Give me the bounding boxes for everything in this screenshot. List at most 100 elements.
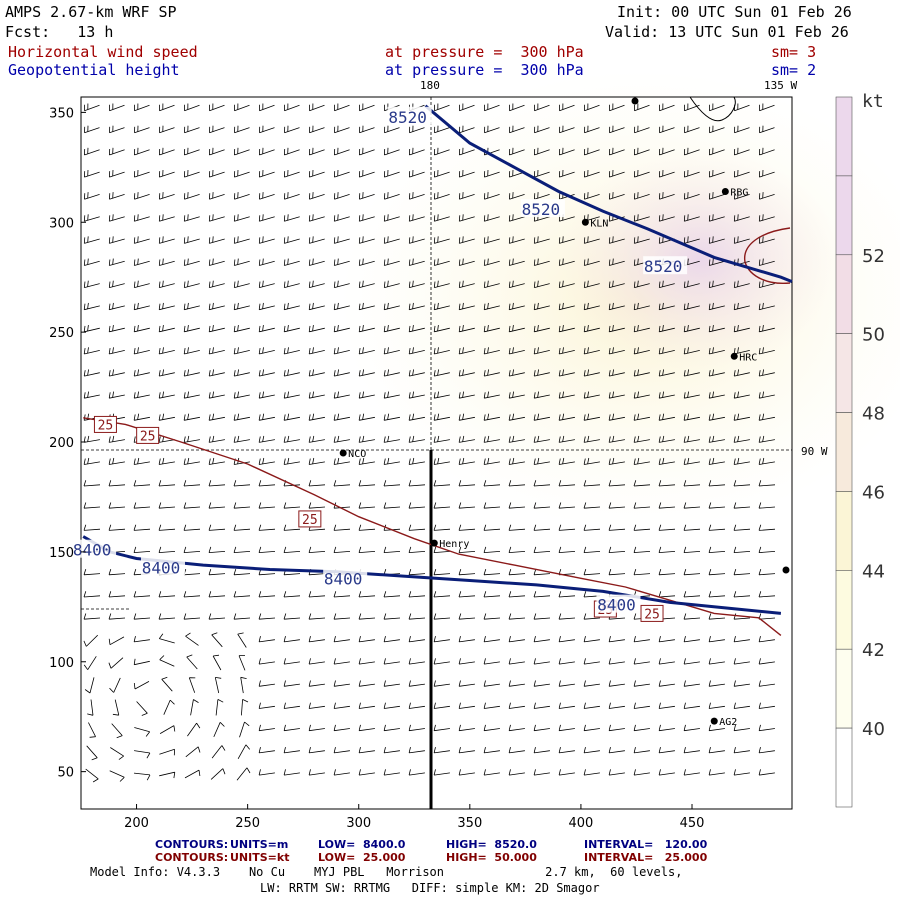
wind-barb [258, 391, 275, 399]
y-tick-label: 250 [49, 326, 74, 341]
wind-barb [283, 391, 300, 399]
wind-barb [484, 192, 500, 200]
wind-barb [583, 724, 600, 732]
wind-barb [309, 103, 325, 112]
wind-barb [533, 480, 551, 487]
wind-barb [258, 591, 276, 598]
wind-barb [683, 769, 700, 776]
wind-barb [358, 391, 375, 399]
wind-barb [708, 680, 725, 687]
wind-barb [233, 236, 250, 244]
wind-barb [633, 413, 650, 421]
wind-barb [508, 702, 525, 709]
wind-barb [533, 724, 550, 732]
wind-barb [683, 302, 700, 311]
wind-barb [558, 369, 575, 377]
wind-barb [708, 658, 725, 665]
wind-barb [308, 702, 325, 709]
wind-barb [483, 591, 501, 598]
wind-barb [110, 747, 124, 760]
x-tick-label: 250 [235, 816, 260, 831]
station-label-nco: NCO [348, 449, 366, 460]
wind-barb [433, 568, 451, 576]
wind-barb [483, 457, 500, 465]
wind-barb [558, 680, 575, 687]
wind-barb [708, 280, 725, 288]
wind-barb [308, 280, 325, 288]
wind-barb [658, 302, 675, 311]
wind-barb [233, 280, 250, 288]
wind-barb [483, 480, 501, 487]
height-contour-label-bg [520, 199, 565, 218]
wind-barb [284, 192, 300, 200]
wind-barb [634, 103, 650, 112]
wind-barb [458, 702, 475, 709]
speed-contour-25 [83, 417, 782, 636]
wind-barb [133, 347, 150, 355]
wind-barb [134, 169, 150, 178]
wind-barb [508, 369, 525, 377]
wind-barb [308, 413, 325, 421]
field2-smoothing: sm= 2 [771, 61, 817, 79]
wind-barb [508, 214, 525, 222]
wind-barb [708, 302, 725, 311]
wind-barb [238, 655, 246, 671]
wind-barb [333, 613, 351, 620]
wind-barb [308, 724, 325, 732]
wind-barb [134, 750, 151, 759]
wind-barb [133, 613, 151, 620]
speed-contour-label: 25 [98, 418, 114, 433]
wind-barb [183, 435, 200, 443]
wind-barb [433, 524, 451, 531]
wind-barb [508, 347, 525, 355]
wind-barb [609, 125, 625, 134]
wind-barb [234, 147, 250, 156]
wind-barb [658, 457, 675, 465]
wind-barb [183, 502, 201, 509]
wind-barb [683, 391, 700, 399]
wind-barb [434, 125, 450, 134]
wind-barb [734, 125, 750, 134]
wind-barb [558, 636, 575, 643]
wind-barb [383, 413, 400, 421]
wind-barb [208, 369, 225, 377]
colorbar-tick-label: 40 [862, 719, 885, 740]
wind-barb [508, 502, 526, 509]
wind-barb [708, 591, 726, 598]
wind-barb [158, 280, 175, 288]
wind-barb [84, 169, 100, 178]
wind-barb [734, 169, 750, 178]
wind-barb [234, 103, 250, 112]
wind-barb [284, 125, 300, 134]
wind-barb [733, 214, 750, 222]
wind-barb [283, 546, 301, 553]
wind-barb [334, 192, 350, 200]
speed-contour-50 [744, 227, 791, 285]
wind-barb [159, 169, 175, 178]
wind-barb [283, 302, 300, 311]
wind-barb [159, 192, 175, 200]
wind-barb [734, 147, 750, 156]
wind-barb [608, 480, 626, 487]
wind-barb [483, 413, 500, 421]
wind-barb [308, 747, 325, 754]
wind-barb [759, 169, 775, 178]
wind-barb [133, 524, 151, 531]
init-time: Init: 00 UTC Sun 01 Feb 26 [617, 3, 852, 21]
wind-barb [708, 747, 725, 754]
wind-barb [233, 302, 250, 311]
y-tick-label: 50 [57, 766, 74, 781]
wind-barb [258, 214, 275, 222]
wind-barb [334, 103, 350, 112]
contour1-low: LOW= 8400.0 [318, 838, 406, 851]
wind-barb [133, 302, 150, 311]
wind-barb [533, 747, 550, 754]
height-contour-label-bg [140, 557, 185, 576]
field2-level: at pressure = 300 hPa [385, 61, 584, 79]
wind-barb [134, 147, 150, 156]
wind-barb [133, 258, 150, 266]
wind-barb [708, 413, 725, 421]
wind-barb [684, 125, 700, 134]
wind-barb [333, 391, 350, 399]
wind-barb [109, 103, 125, 112]
